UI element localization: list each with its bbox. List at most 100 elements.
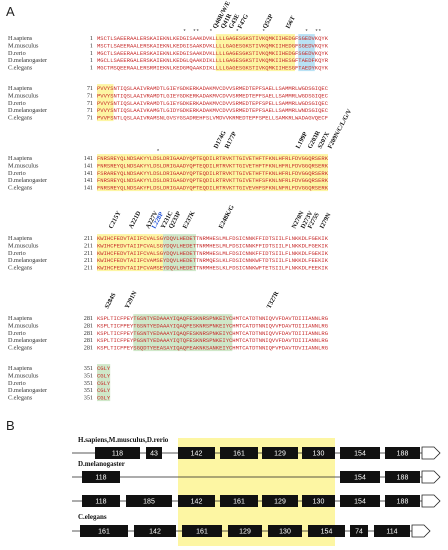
sequence: CGLY <box>97 380 111 387</box>
exon-length: 188 <box>397 474 409 481</box>
exon <box>134 525 176 537</box>
start-position: 351 <box>84 395 93 402</box>
exon <box>220 447 258 459</box>
exon-length: 43 <box>150 450 158 457</box>
start-position: 1 <box>90 50 93 57</box>
start-position: 281 <box>84 315 93 322</box>
start-position: 281 <box>84 337 93 344</box>
exon <box>228 525 262 537</box>
exon-length: 118 <box>95 498 106 505</box>
species-name: M.musculus <box>8 372 39 379</box>
exon-length: 185 <box>143 498 155 505</box>
start-position: 211 <box>84 265 93 272</box>
sequence: FSRAREYQLNDSAKYYLDSLDRIGAADYQPTEQDILRTRV… <box>97 170 329 177</box>
exon-length: 161 <box>233 450 245 457</box>
species-name: H.sapiens <box>8 155 33 162</box>
start-position: 141 <box>84 170 93 177</box>
exon <box>220 495 258 507</box>
exon-length: 118 <box>95 474 106 481</box>
highlight <box>298 34 315 72</box>
species-group-label: H.sapiens,M.musculus,D.rerio <box>78 436 169 444</box>
sequence: KSPLTICFPEYTGSNTYEDAAAYIQAQFESKNRSPNKEIY… <box>97 330 328 337</box>
exon <box>82 495 120 507</box>
exon <box>374 525 410 537</box>
start-position: 211 <box>84 250 93 257</box>
start-position: 141 <box>84 185 93 192</box>
start-position: 281 <box>84 345 93 352</box>
species-name: H.sapiens <box>8 85 33 92</box>
sequence: KSPLTICFPEYPGSNTYEDAAAYIQTQFESKNRSPNKEIY… <box>97 337 328 344</box>
start-position: 1 <box>90 65 93 72</box>
species-name: H.sapiens <box>8 35 33 42</box>
species-name: D.rerio <box>8 100 26 107</box>
species-name: D.rerio <box>8 170 26 177</box>
species-name: D.melanogaster <box>8 387 47 394</box>
sequence: FNRSREYQLNDSAKYYLDSLDRIGAADYQPTEQDILRTRV… <box>97 162 329 169</box>
exon <box>302 495 335 507</box>
gene-end-arrow <box>411 524 431 538</box>
species-name: H.sapiens <box>8 235 33 242</box>
exon-length: 154 <box>354 498 366 505</box>
start-position: 71 <box>87 100 93 107</box>
start-position: 211 <box>84 257 93 264</box>
start-position: 141 <box>84 177 93 184</box>
exon-length: 142 <box>149 528 161 535</box>
start-position: 281 <box>84 330 93 337</box>
species-group-label: D.melanogaster <box>78 460 125 468</box>
gene-end-arrow <box>421 470 441 484</box>
highlight <box>163 234 196 272</box>
sequence: CGLY <box>97 395 111 402</box>
sequence: CGLY <box>97 387 111 394</box>
species-name: D.rerio <box>8 50 26 57</box>
exon <box>178 495 215 507</box>
exon-length: 142 <box>191 450 203 457</box>
species-name: D.melanogaster <box>8 257 47 264</box>
start-position: 141 <box>84 155 93 162</box>
species-name: D.melanogaster <box>8 107 47 114</box>
species-name: D.melanogaster <box>8 177 47 184</box>
exon <box>385 471 420 483</box>
start-position: 351 <box>84 372 93 379</box>
exon <box>385 495 420 507</box>
sequence: KSPLTICFPEYSGQDTYEEASAYIQAQFEAKNKSANKEIY… <box>97 345 328 352</box>
start-position: 141 <box>84 162 93 169</box>
exon <box>262 447 298 459</box>
sequence: KWIHCFEDVTAIIFCVALSGYDQVLHEDETTNRMHESLML… <box>97 242 329 249</box>
exon-length: 130 <box>279 528 291 535</box>
sequence: KWIHCFEDVTAIIFCVAMSEYDQVLHEDETTNRMQESLKL… <box>97 257 329 264</box>
sequence: PVVYSNTIQSLAAIVRAMDTLGIEYGDKERKADAKMVCDV… <box>97 100 329 107</box>
exon <box>340 471 380 483</box>
sequence: PVVYSNTIQSLAAIVRAMDTLGIEYGDKERKADAKMVCDV… <box>97 92 329 99</box>
exon-length: 118 <box>112 450 123 457</box>
highlight <box>97 84 114 122</box>
sequence: KWIHCFEDVTAIIFCVAMSEYDQVLHEDETTNRMHESLKL… <box>97 265 329 272</box>
exon <box>178 447 215 459</box>
exon-length: 188 <box>397 498 409 505</box>
exon <box>308 525 345 537</box>
conservation-stars: * <box>97 148 331 155</box>
sequence: KSPLTICFPEYTGSNTYEDAAAYIQAQFESKNRSPNKEIY… <box>97 315 328 322</box>
start-position: 281 <box>84 322 93 329</box>
start-position: 71 <box>87 92 93 99</box>
exon <box>262 495 298 507</box>
species-name: C.elegans <box>8 265 33 272</box>
exon <box>268 525 302 537</box>
gene-end-arrow <box>421 494 441 508</box>
exon-length: 154 <box>354 474 366 481</box>
exon-length: 154 <box>354 450 366 457</box>
start-position: 1 <box>90 57 93 64</box>
exon <box>126 495 172 507</box>
species-name: H.sapiens <box>8 365 33 372</box>
species-name: M.musculus <box>8 162 39 169</box>
exon <box>146 447 162 459</box>
exon <box>82 471 120 483</box>
start-position: 1 <box>90 42 93 49</box>
exon <box>302 447 335 459</box>
species-name: M.musculus <box>8 322 39 329</box>
species-name: M.musculus <box>8 242 39 249</box>
start-position: 1 <box>90 35 93 42</box>
sequence: MGCTLSAEERAALERSKAIEKNLKEDGISAAKDVKLLLLG… <box>97 50 329 57</box>
sequence: PVVYSNTIQSLAAIVRAMDTLGIEYGDKERKADAKMVCDV… <box>97 85 329 92</box>
sequence: KWIHCFEDVTAIIFCVALSGYDQVLHEDETTNRMHESLML… <box>97 250 329 257</box>
